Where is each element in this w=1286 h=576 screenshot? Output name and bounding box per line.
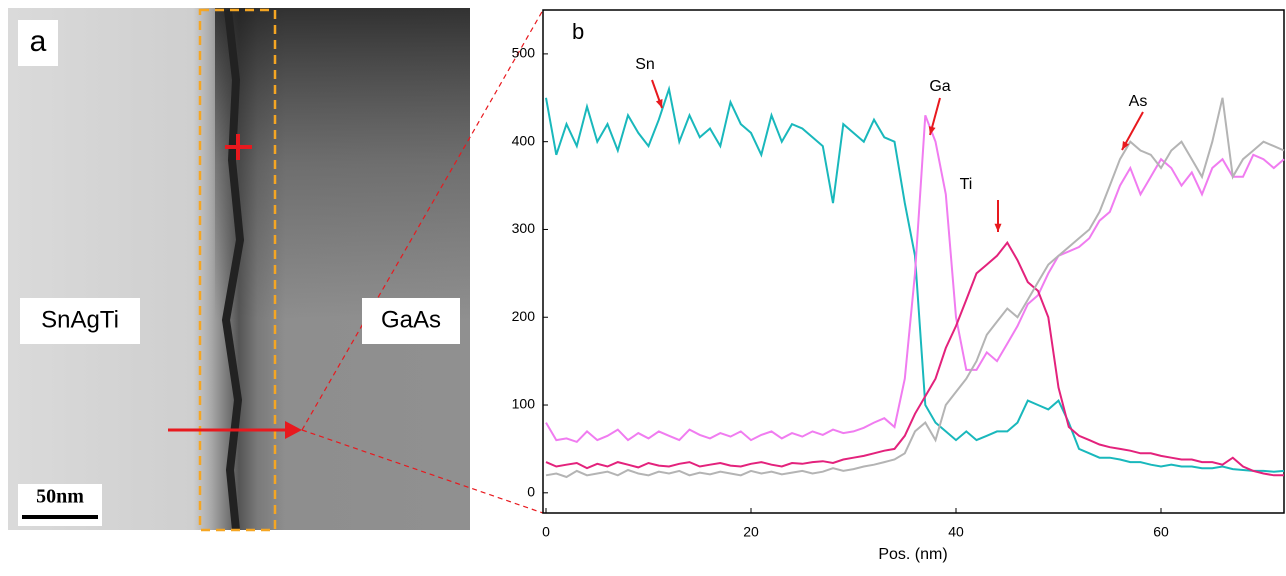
series-line bbox=[545, 85, 1285, 473]
annotation-arrowhead bbox=[655, 99, 663, 108]
y-tick-label: 0 bbox=[527, 484, 535, 500]
y-tick-label: 100 bbox=[512, 396, 536, 412]
x-tick-label: 20 bbox=[743, 524, 759, 540]
panel-label: b bbox=[572, 19, 584, 44]
panel-label: a bbox=[30, 25, 47, 58]
series-label: As bbox=[1129, 93, 1148, 110]
scan-arrowhead bbox=[285, 421, 302, 439]
x-axis-label: Pos. (nm) bbox=[878, 546, 947, 563]
annotation-arrowhead bbox=[1122, 141, 1130, 150]
x-tick-label: 60 bbox=[1153, 524, 1169, 540]
label-box bbox=[362, 298, 460, 344]
label-box bbox=[20, 298, 140, 344]
image-shade bbox=[215, 8, 470, 530]
series-line bbox=[545, 240, 1284, 477]
series-label: Ti bbox=[960, 176, 973, 193]
y-tick-label: 500 bbox=[512, 45, 536, 61]
y-tick-label: 200 bbox=[512, 308, 536, 324]
annotation-arrowhead bbox=[928, 126, 936, 135]
series-line bbox=[545, 114, 1285, 444]
series-line bbox=[545, 97, 1285, 479]
annotation-arrowhead bbox=[994, 223, 1002, 232]
series-label: Ga bbox=[929, 78, 950, 95]
zoom-line bbox=[301, 429, 544, 514]
material-label: SnAgTi bbox=[41, 306, 119, 333]
y-tick-label: 300 bbox=[512, 220, 536, 236]
plot-frame bbox=[542, 9, 1285, 514]
scale-text: 50nm bbox=[36, 486, 84, 508]
label-box bbox=[18, 20, 58, 66]
series-label: Sn bbox=[635, 56, 655, 73]
material-label: GaAs bbox=[381, 306, 441, 333]
x-tick-label: 40 bbox=[948, 524, 964, 540]
cross-marker bbox=[225, 134, 252, 160]
x-tick-label: 0 bbox=[542, 524, 550, 540]
interface bbox=[221, 9, 245, 531]
y-tick-label: 400 bbox=[512, 132, 536, 148]
tem-image: a SnAgTi GaAs 50nm bbox=[8, 8, 544, 532]
roi-box bbox=[198, 8, 277, 532]
